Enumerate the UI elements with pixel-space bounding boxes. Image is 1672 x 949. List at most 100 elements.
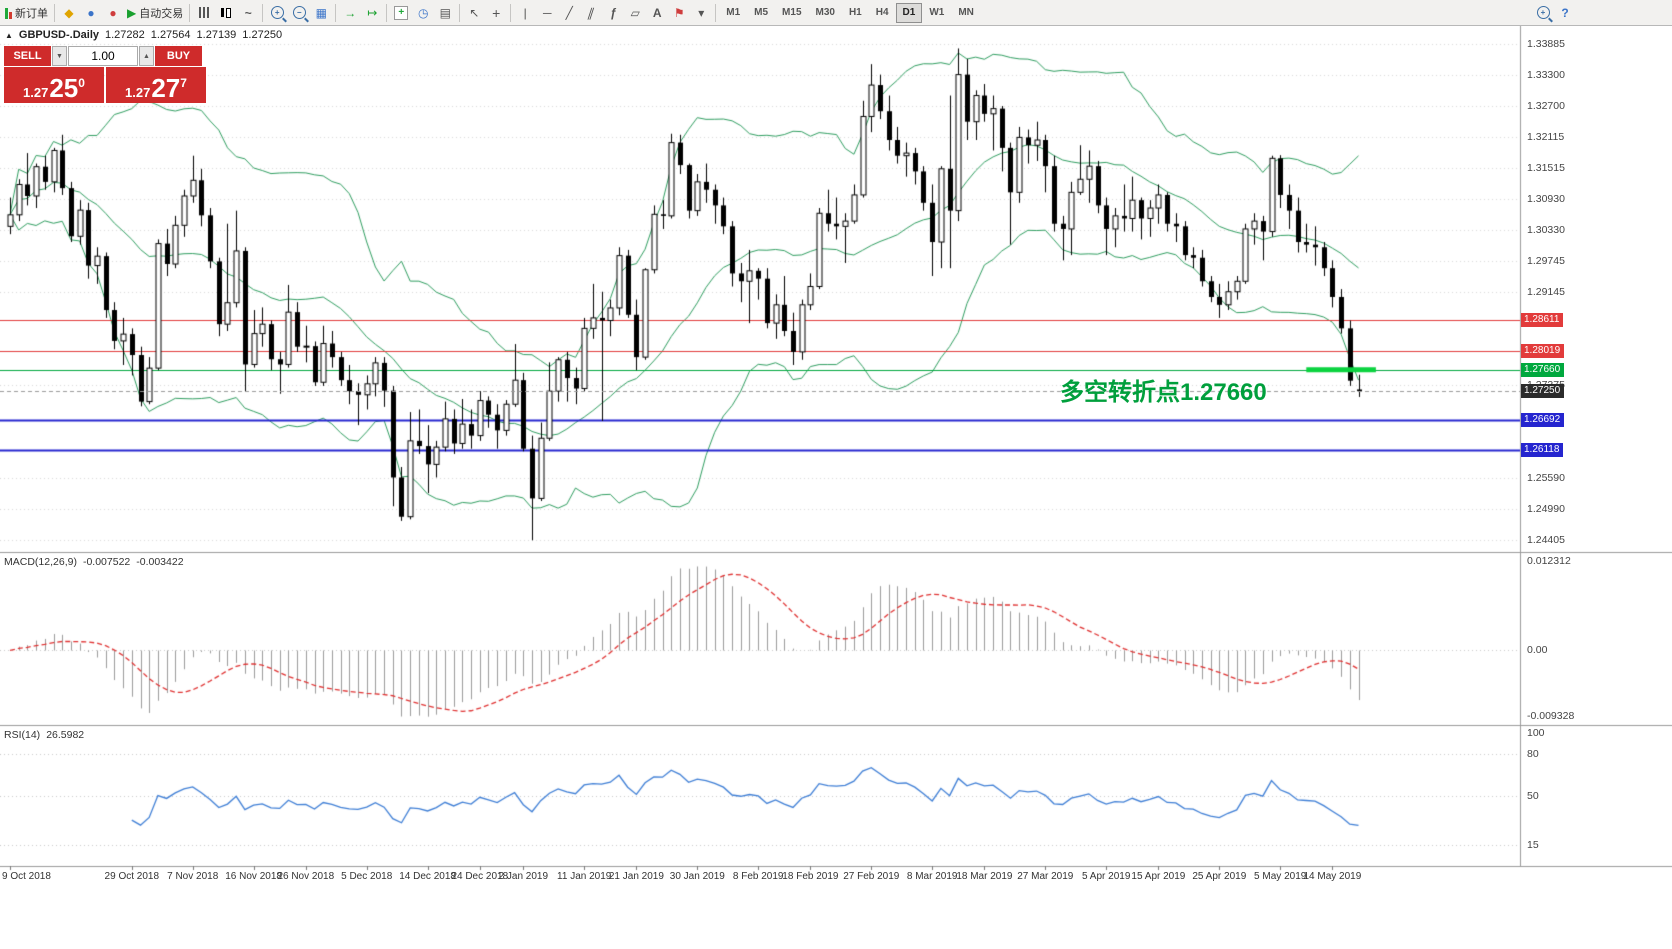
chevron-down-icon: ▾ [698,5,705,20]
volume-down-button[interactable]: ▼ [52,46,67,66]
timeframe-m5-button[interactable]: M5 [747,3,775,23]
text-tool-button[interactable]: A [646,2,668,24]
volume-input[interactable] [68,46,138,66]
timeframe-m1-button[interactable]: M1 [719,3,747,23]
shapes-button[interactable]: ▱ [624,2,646,24]
cursor-icon: ↖ [469,5,480,20]
timeframe-mn-button[interactable]: MN [951,3,981,23]
candlestick-icon [221,7,232,19]
flag-icon: ⚑ [673,5,685,20]
sell-price-big: 25 [49,72,79,103]
auto-scroll-icon: → [344,5,357,20]
bar-chart-button[interactable] [193,2,215,24]
objects-dropdown-button[interactable]: ▾ [690,2,712,24]
tile-windows-icon: ▦ [315,5,327,20]
timeframe-m30-button[interactable]: M30 [809,3,842,23]
sell-price-button[interactable]: 1.27 25 0 [4,67,104,103]
channel-button[interactable]: ∥ [580,2,602,24]
price-scale-label: 1.31515 [1527,162,1565,174]
rsi-name: RSI(14) [4,729,41,741]
candlestick-chart-button[interactable] [215,2,237,24]
fibonacci-button[interactable]: ƒ [602,2,624,24]
zoom-in-icon: + [270,6,284,19]
periods-button[interactable]: ◷ [412,2,434,24]
date-label: 7 Nov 2018 [167,871,219,882]
horizontal-line-button[interactable]: ─ [536,2,558,24]
trendline-button[interactable]: ╱ [558,2,580,24]
templates-button[interactable]: ▤ [434,2,456,24]
rsi-scale-label: 100 [1527,727,1545,739]
date-label: 14 May 2019 [1303,871,1362,882]
line-chart-button[interactable]: ~ [237,2,259,24]
ohlc-low: 1.27139 [196,29,237,41]
ohlc-open: 1.27282 [105,29,145,41]
buy-button[interactable]: BUY [155,46,202,66]
price-scale-label: 1.24990 [1527,503,1565,516]
symbol-name: GBPUSD-.Daily [18,29,99,41]
market-watch-button[interactable]: ● [80,2,102,24]
news-button[interactable]: ● [102,2,124,24]
macd-scale-label: -0.009328 [1527,710,1575,722]
zoom-out-button[interactable]: − [288,2,310,24]
vertical-line-button[interactable]: | [514,2,536,24]
fibonacci-icon: ƒ [609,5,617,20]
price-scale-label: 1.25590 [1527,472,1565,484]
autotrading-play-icon: ▶ [127,5,137,20]
toolbar-separator [715,3,717,22]
buy-price-big: 27 [151,72,181,103]
buy-price-prefix: 1.27 [125,84,151,100]
vertical-line-icon: | [523,5,527,20]
trendline-icon: ╱ [565,5,573,20]
timeframe-h4-button[interactable]: H4 [869,3,896,23]
macd-indicator-label: MACD(12,26,9) -0.007522 -0.003422 [4,556,184,568]
price-scale-label: 1.29745 [1527,254,1565,267]
clock-icon: ◷ [417,5,429,20]
tile-windows-button[interactable]: ▦ [310,2,332,24]
price-scale-label: 1.32700 [1527,100,1565,112]
price-tag: 1.28611 [1521,312,1564,327]
timeframe-m15-button[interactable]: M15 [775,3,808,23]
indicators-button[interactable]: + [390,2,412,24]
sell-price-prefix: 1.27 [23,84,49,100]
date-label: 5 May 2019 [1254,871,1307,882]
toolbar-separator [459,3,461,22]
search-icon: + [1536,6,1550,19]
help-button[interactable]: ? [1554,2,1576,24]
zoom-out-icon: − [292,6,306,19]
date-label: 9 Oct 2018 [2,871,51,882]
crosshair-button[interactable]: + [485,2,507,24]
auto-scroll-button[interactable]: → [339,2,361,24]
autotrading-button[interactable]: ▶ 自动交易 [124,2,186,24]
price-tag: 1.27250 [1521,384,1565,399]
chart-shift-icon: ↦ [367,5,378,20]
one-click-toggle-icon[interactable]: ▲ [5,30,13,40]
one-click-trading-panel: SELL ▼ ▲ BUY 1.27 25 0 1.27 27 7 [4,46,206,103]
pivot-annotation[interactable]: 多空转折点1.27660 [1060,379,1267,406]
rsi-scale-label: 15 [1527,839,1539,851]
timeframe-d1-button[interactable]: D1 [895,2,923,23]
price-tag: 1.28019 [1521,343,1565,358]
price-scale-label: 1.32115 [1527,130,1565,143]
new-order-button[interactable]: 新订单 [2,2,51,24]
favorites-button[interactable]: ◆ [58,2,80,24]
macd-scale-label: 0.00 [1527,644,1548,657]
date-label: 8 Mar 2019 [906,871,958,882]
cursor-button[interactable]: ↖ [463,2,485,24]
zoom-in-button[interactable]: + [266,2,288,24]
date-label: 5 Dec 2018 [341,871,393,882]
search-button[interactable]: + [1532,2,1554,24]
buy-price-sup: 7 [180,76,187,90]
horizontal-line-icon: ─ [542,5,552,20]
sell-price-sup: 0 [78,76,85,90]
text-tool-icon: A [652,5,662,20]
toolbar-separator [335,3,337,22]
buy-price-button[interactable]: 1.27 27 7 [106,67,206,103]
volume-up-button[interactable]: ▲ [139,46,154,66]
crosshair-icon: + [492,4,501,21]
timeframe-h1-button[interactable]: H1 [842,3,869,23]
chart-shift-button[interactable]: ↦ [361,2,383,24]
sell-button[interactable]: SELL [4,46,51,66]
arrow-label-button[interactable]: ⚑ [668,2,690,24]
timeframe-w1-button[interactable]: W1 [922,3,951,23]
